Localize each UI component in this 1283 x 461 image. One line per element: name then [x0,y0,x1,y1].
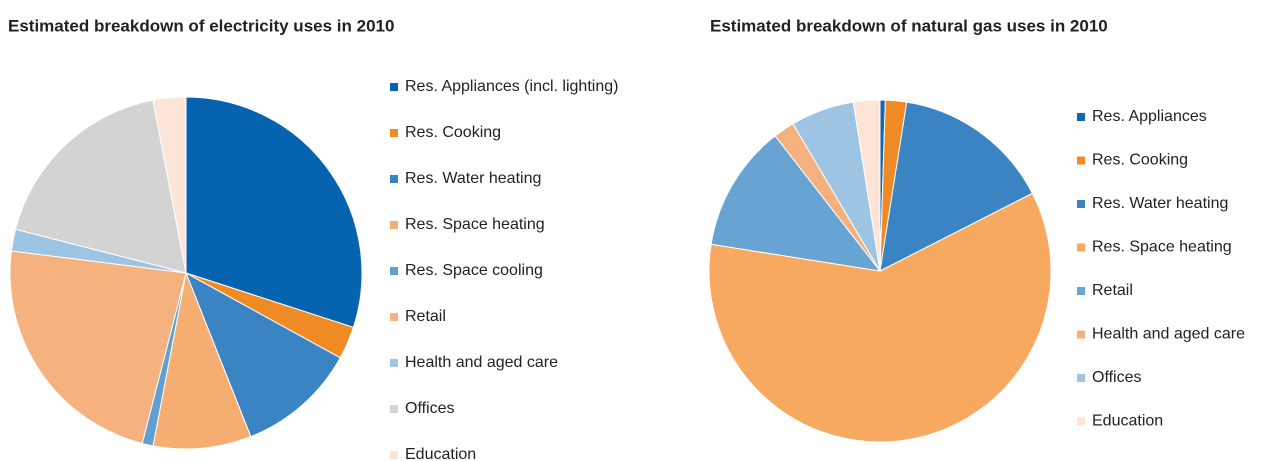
legend-swatch [1077,200,1085,208]
legend-label: Offices [405,400,455,417]
legend-swatch [390,175,398,183]
legend-label: Res. Space heating [1092,239,1232,256]
legend-swatch [1077,374,1085,382]
legend-label: Res. Water heating [405,170,541,187]
legend-swatch [390,313,398,321]
legend-label: Offices [1092,369,1142,386]
legend-swatch [1077,156,1085,165]
legend-swatch [1077,330,1085,339]
legend-swatch [390,405,398,413]
chart-title: Estimated breakdown of electricity uses … [8,16,394,35]
legend-label: Res. Appliances (incl. lighting) [405,78,618,95]
legend-swatch [1077,243,1085,252]
legend-label: Res. Cooking [1092,152,1188,169]
legend-swatch [390,129,398,137]
legend-swatch [390,221,398,229]
pie-slice [185,271,341,438]
pie-slice [852,99,881,272]
legend-label: Res. Space heating [405,216,545,233]
legend-swatch [390,267,398,275]
legend-label: Retail [405,308,446,325]
legend-swatch [390,451,398,459]
pie-slice [879,101,1034,272]
legend-label: Education [1092,413,1163,430]
pie-slice [710,135,882,272]
legend-label: Res. Cooking [405,124,501,141]
legend-swatch [390,359,398,367]
pie-slice [152,96,187,274]
pie-slice [185,96,363,329]
legend-swatch [1077,113,1085,121]
legend-label: Res. Appliances [1092,108,1207,125]
pie-slice [9,250,187,445]
pie-slice [708,192,1052,443]
chart-title: Estimated breakdown of natural gas uses … [710,16,1108,35]
legend-swatch [1077,287,1085,295]
legend-label: Res. Water heating [1092,195,1228,212]
legend-label: Res. Space cooling [405,262,543,279]
legend-label: Education [405,446,476,461]
legend-swatch [1077,417,1085,426]
pie-slice [152,271,252,450]
legend-label: Retail [1092,282,1133,299]
legend-label: Health and aged care [405,354,558,371]
pie-slice [14,99,187,274]
legend-label: Health and aged care [1092,326,1245,343]
legend-swatch [390,83,398,91]
